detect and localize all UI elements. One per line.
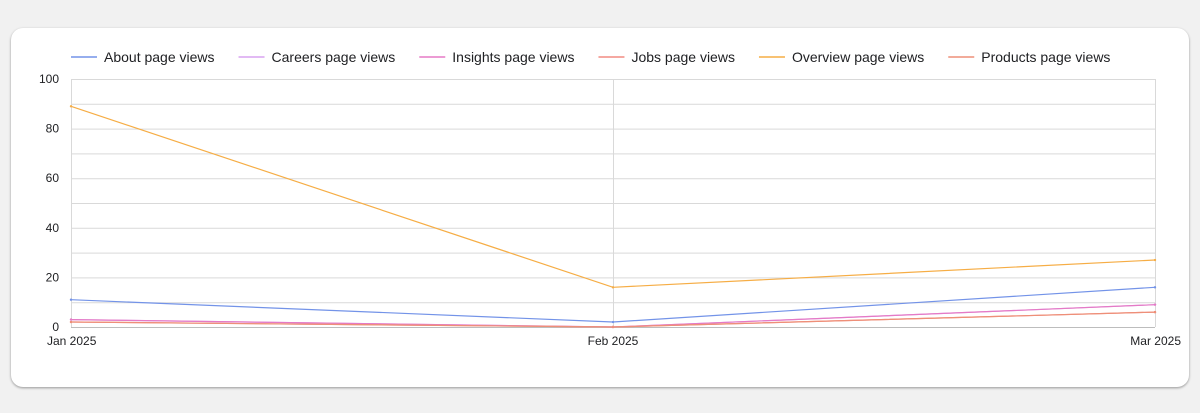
legend-label: About page views	[104, 49, 215, 65]
series-lines	[69, 105, 1157, 329]
legend-item-about-page-views: About page views	[71, 49, 215, 65]
data-point-overview-page-views	[1153, 258, 1157, 262]
legend-label: Jobs page views	[631, 49, 735, 65]
legend-item-insights-page-views: Insights page views	[419, 49, 574, 65]
y-tick-label: 40	[46, 221, 60, 235]
legend-label: Products page views	[981, 49, 1110, 65]
legend: About page views Careers page views Insigh…	[71, 49, 1110, 65]
legend-label: Insights page views	[452, 49, 574, 65]
legend-item-careers-page-views: Careers page views	[238, 49, 396, 65]
data-point-products-page-views	[69, 320, 73, 324]
y-tick-label: 60	[46, 171, 60, 185]
data-point-products-page-views	[1153, 310, 1157, 314]
data-point-about-page-views	[611, 320, 615, 324]
y-tick-label: 100	[39, 72, 59, 86]
grid	[71, 79, 1156, 328]
y-tick-label: 0	[52, 320, 59, 334]
data-point-overview-page-views	[611, 286, 615, 289]
data-point-products-page-views	[611, 325, 615, 329]
data-point-insights-page-views	[69, 318, 73, 321]
y-tick-label: 80	[46, 122, 60, 136]
legend-item-jobs-page-views: Jobs page views	[598, 49, 735, 65]
data-point-about-page-views	[69, 298, 73, 301]
legend-item-overview-page-views: Overview page views	[758, 49, 924, 65]
axes: 0 20 40 60 80 100 Jan 2025 Feb 2025 Mar 2025	[39, 72, 1181, 348]
x-tick-label: Mar 2025	[1130, 334, 1181, 348]
y-tick-label: 20	[46, 270, 60, 284]
legend-label: Careers page views	[272, 49, 396, 65]
x-tick-label: Feb 2025	[588, 334, 639, 348]
data-point-overview-page-views	[69, 105, 73, 108]
data-point-insights-page-views	[1153, 303, 1157, 306]
legend-item-products-page-views: Products page views	[948, 49, 1110, 65]
data-point-about-page-views	[1153, 286, 1157, 289]
x-tick-label: Jan 2025	[47, 334, 97, 348]
legend-label: Overview page views	[792, 49, 924, 65]
